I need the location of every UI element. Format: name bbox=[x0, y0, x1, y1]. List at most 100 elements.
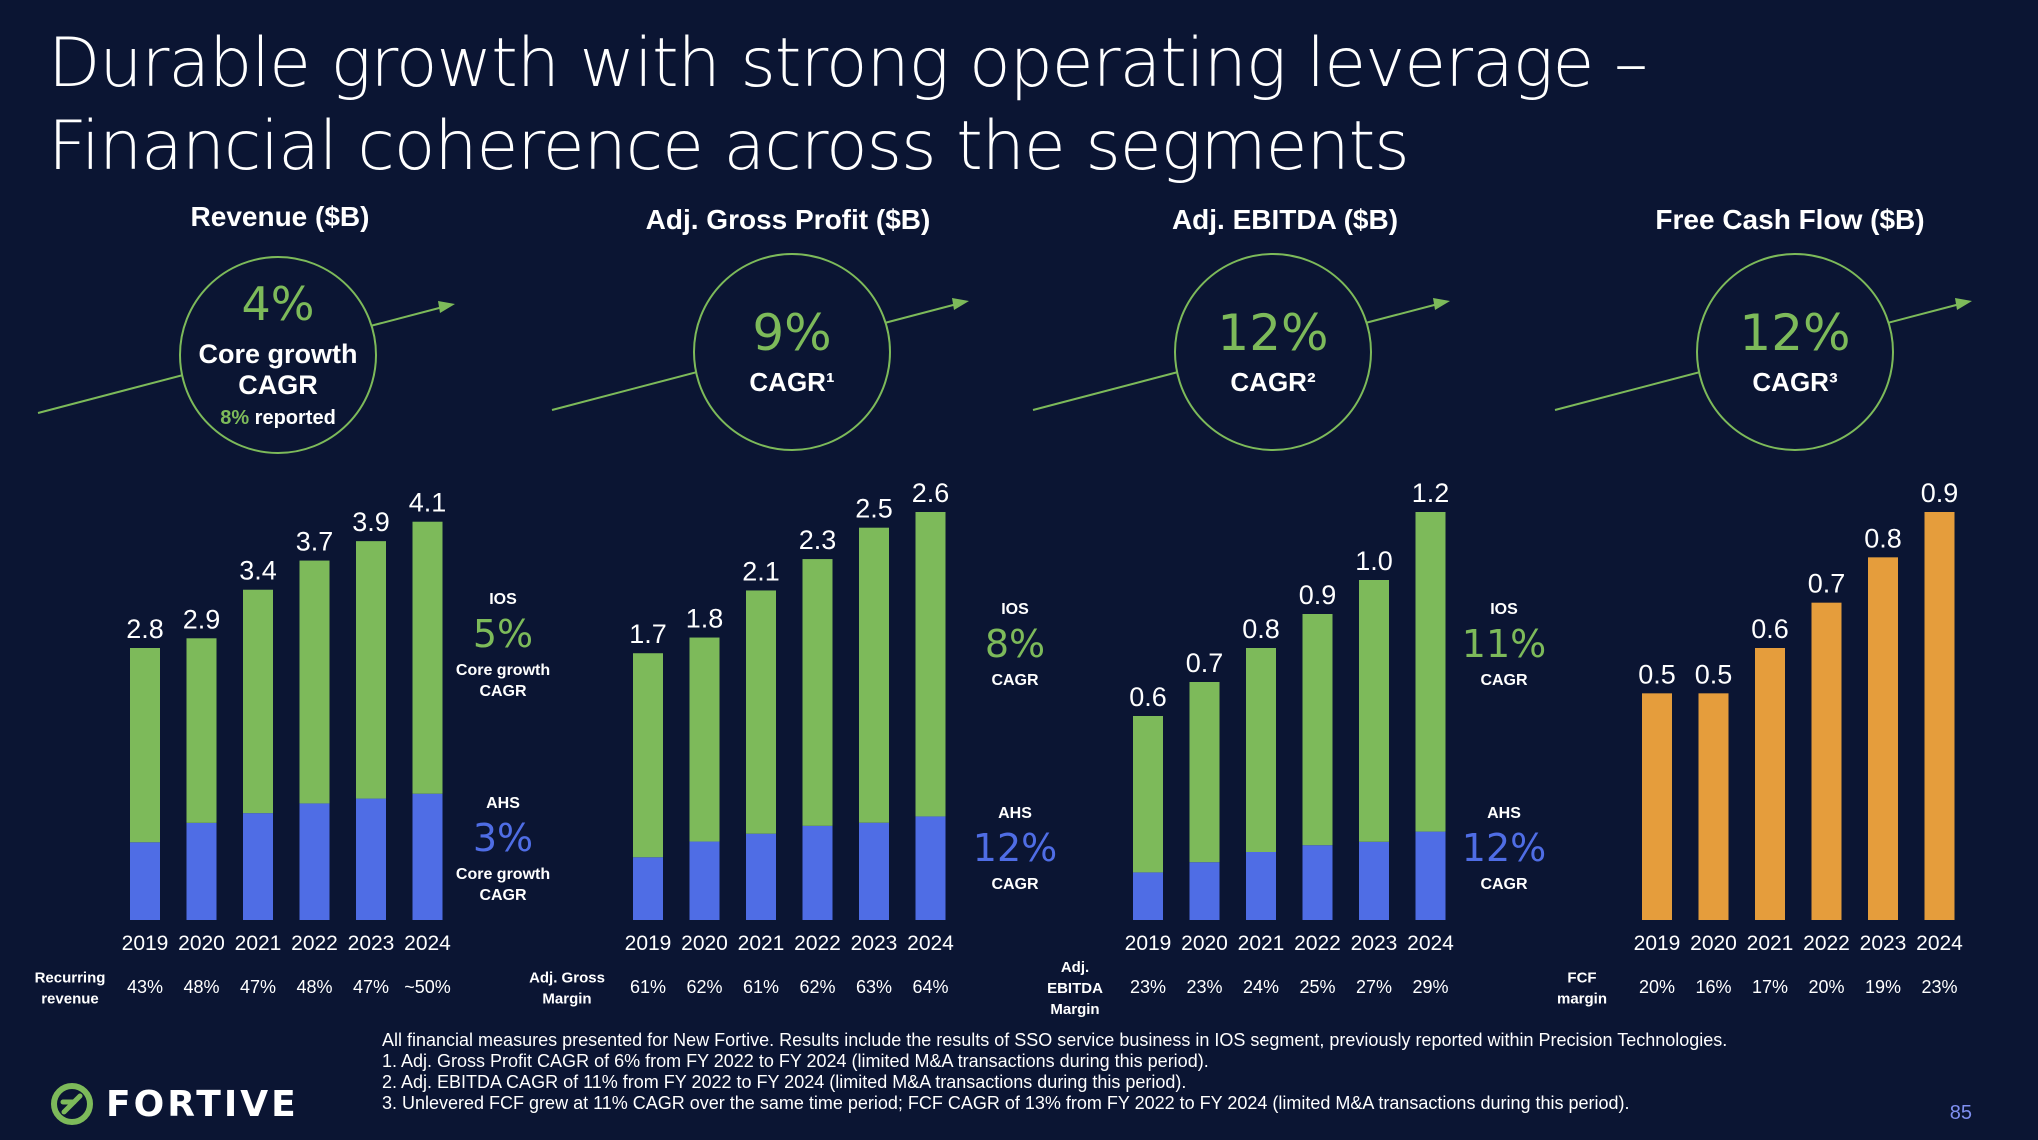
bar-total-label: 2.5 bbox=[855, 494, 893, 524]
bar-segment-ios bbox=[1189, 682, 1220, 863]
bar-segment-ios bbox=[299, 560, 330, 804]
bar-segment-value bbox=[1698, 693, 1729, 920]
bar-segment-ahs bbox=[130, 842, 160, 920]
reported-pct: 8% bbox=[220, 407, 249, 429]
x-tick-label: 2020 bbox=[178, 932, 225, 955]
bar-segment-ios bbox=[1359, 580, 1389, 842]
cagr-circle bbox=[1696, 253, 1894, 451]
metric-value: 47% bbox=[240, 977, 276, 997]
bar-total-label: 0.6 bbox=[1129, 682, 1167, 712]
x-tick-label: 2024 bbox=[1916, 932, 1963, 955]
cagr-label-line1: CAGR² bbox=[1230, 367, 1316, 397]
bar-total-label: 3.4 bbox=[239, 556, 277, 586]
x-tick-label: 2019 bbox=[1125, 932, 1172, 955]
bar-segment-ios bbox=[1302, 614, 1333, 846]
cagr-circle bbox=[1174, 253, 1372, 451]
metric-label-line: FCF bbox=[1567, 970, 1596, 987]
bar-segment-value bbox=[1755, 648, 1785, 920]
bar-segment-ios bbox=[802, 559, 833, 826]
bar-total-label: 2.6 bbox=[912, 478, 950, 508]
metric-value: 23% bbox=[1921, 977, 1957, 997]
metric-label-line: Margin bbox=[542, 991, 591, 1008]
x-tick-label: 2022 bbox=[794, 932, 841, 955]
segment-cagr-value: 11% bbox=[1462, 622, 1546, 666]
metric-value: 61% bbox=[630, 977, 666, 997]
metric-value: 63% bbox=[856, 977, 892, 997]
metric-value: 62% bbox=[799, 977, 835, 997]
x-tick-label: 2024 bbox=[907, 932, 954, 955]
bar-segment-ios bbox=[859, 527, 889, 823]
metric-label-line: Margin bbox=[1050, 1001, 1099, 1018]
bar-segment-ahs bbox=[859, 822, 889, 920]
metric-label-line: Adj. bbox=[1061, 959, 1089, 976]
x-tick-label: 2021 bbox=[235, 932, 282, 955]
metric-value: 17% bbox=[1752, 977, 1788, 997]
bar-segment-ahs bbox=[802, 825, 833, 920]
bar-segment-ahs bbox=[1302, 845, 1333, 920]
footnotes: All financial measures presented for New… bbox=[382, 1030, 1727, 1114]
segment-name: IOS bbox=[489, 591, 517, 608]
bar-segment-ahs bbox=[746, 833, 776, 920]
title-line-1: Durable growth with strong operating lev… bbox=[48, 24, 1648, 103]
x-tick-label: 2023 bbox=[1860, 932, 1907, 955]
footnote-1: 1. Adj. Gross Profit CAGR of 6% from FY … bbox=[382, 1051, 1209, 1071]
segment-cagr-value: 12% bbox=[973, 826, 1057, 870]
cagr-circle bbox=[693, 253, 891, 451]
metric-value: 20% bbox=[1808, 977, 1844, 997]
bar-segment-ios bbox=[186, 638, 217, 823]
segment-name: IOS bbox=[1001, 601, 1029, 618]
metric-value: 61% bbox=[743, 977, 779, 997]
segment-cagr-value: 12% bbox=[1462, 826, 1546, 870]
segment-name: AHS bbox=[486, 795, 520, 812]
bar-total-label: 3.9 bbox=[352, 507, 390, 537]
metric-value: 25% bbox=[1299, 977, 1335, 997]
bar-segment-ahs bbox=[1189, 862, 1220, 920]
metric-value: 24% bbox=[1243, 977, 1279, 997]
x-tick-label: 2023 bbox=[851, 932, 898, 955]
segment-cagr-value: 5% bbox=[473, 612, 533, 656]
bar-segment-ahs bbox=[186, 822, 217, 920]
x-tick-label: 2020 bbox=[681, 932, 728, 955]
trend-arrow-head-icon bbox=[1955, 298, 1972, 310]
bar-total-label: 0.8 bbox=[1242, 614, 1280, 644]
x-tick-label: 2021 bbox=[1238, 932, 1285, 955]
metric-value: 29% bbox=[1412, 977, 1448, 997]
segment-cagr-label-line2: CAGR bbox=[479, 683, 527, 700]
metric-value: 48% bbox=[183, 977, 219, 997]
cagr-circle bbox=[179, 256, 377, 454]
bar-segment-ahs bbox=[689, 841, 720, 920]
bar-segment-ahs bbox=[1415, 831, 1446, 920]
bar-total-label: 2.9 bbox=[183, 604, 221, 634]
fortive-logo: FORTIVE bbox=[50, 1082, 299, 1126]
x-tick-label: 2021 bbox=[738, 932, 785, 955]
segment-name: IOS bbox=[1490, 601, 1518, 618]
x-tick-label: 2020 bbox=[1181, 932, 1228, 955]
trend-arrow-head-icon bbox=[1433, 298, 1450, 310]
metric-value: 23% bbox=[1186, 977, 1222, 997]
fortive-logo-icon bbox=[51, 1083, 93, 1125]
cagr-value: 4% bbox=[242, 277, 315, 331]
metric-label-line: margin bbox=[1557, 991, 1607, 1008]
x-tick-label: 2024 bbox=[404, 932, 451, 955]
bar-total-label: 0.7 bbox=[1186, 648, 1224, 678]
cagr-label-line1: CAGR³ bbox=[1752, 367, 1838, 397]
trend-arrow-head-icon bbox=[952, 298, 969, 310]
reported-text: reported bbox=[249, 407, 336, 429]
bar-segment-ios bbox=[746, 590, 776, 834]
bar-total-label: 3.7 bbox=[296, 527, 334, 557]
segment-cagr-value: 8% bbox=[985, 622, 1045, 666]
bar-segment-ahs bbox=[1133, 872, 1163, 920]
metric-value: 23% bbox=[1130, 977, 1166, 997]
cagr-label-line1: Core growth bbox=[199, 339, 358, 369]
metric-value: 20% bbox=[1639, 977, 1675, 997]
bar-segment-value bbox=[1868, 557, 1898, 920]
segment-cagr-label-line1: CAGR bbox=[1480, 876, 1528, 893]
x-tick-label: 2019 bbox=[625, 932, 672, 955]
bar-total-label: 1.7 bbox=[629, 619, 667, 649]
segment-cagr-label-line1: CAGR bbox=[991, 672, 1039, 689]
x-tick-label: 2021 bbox=[1747, 932, 1794, 955]
bar-total-label: 0.9 bbox=[1921, 478, 1959, 508]
page-title: Durable growth with strong operating lev… bbox=[48, 22, 1648, 188]
bar-segment-ios bbox=[1415, 512, 1446, 832]
